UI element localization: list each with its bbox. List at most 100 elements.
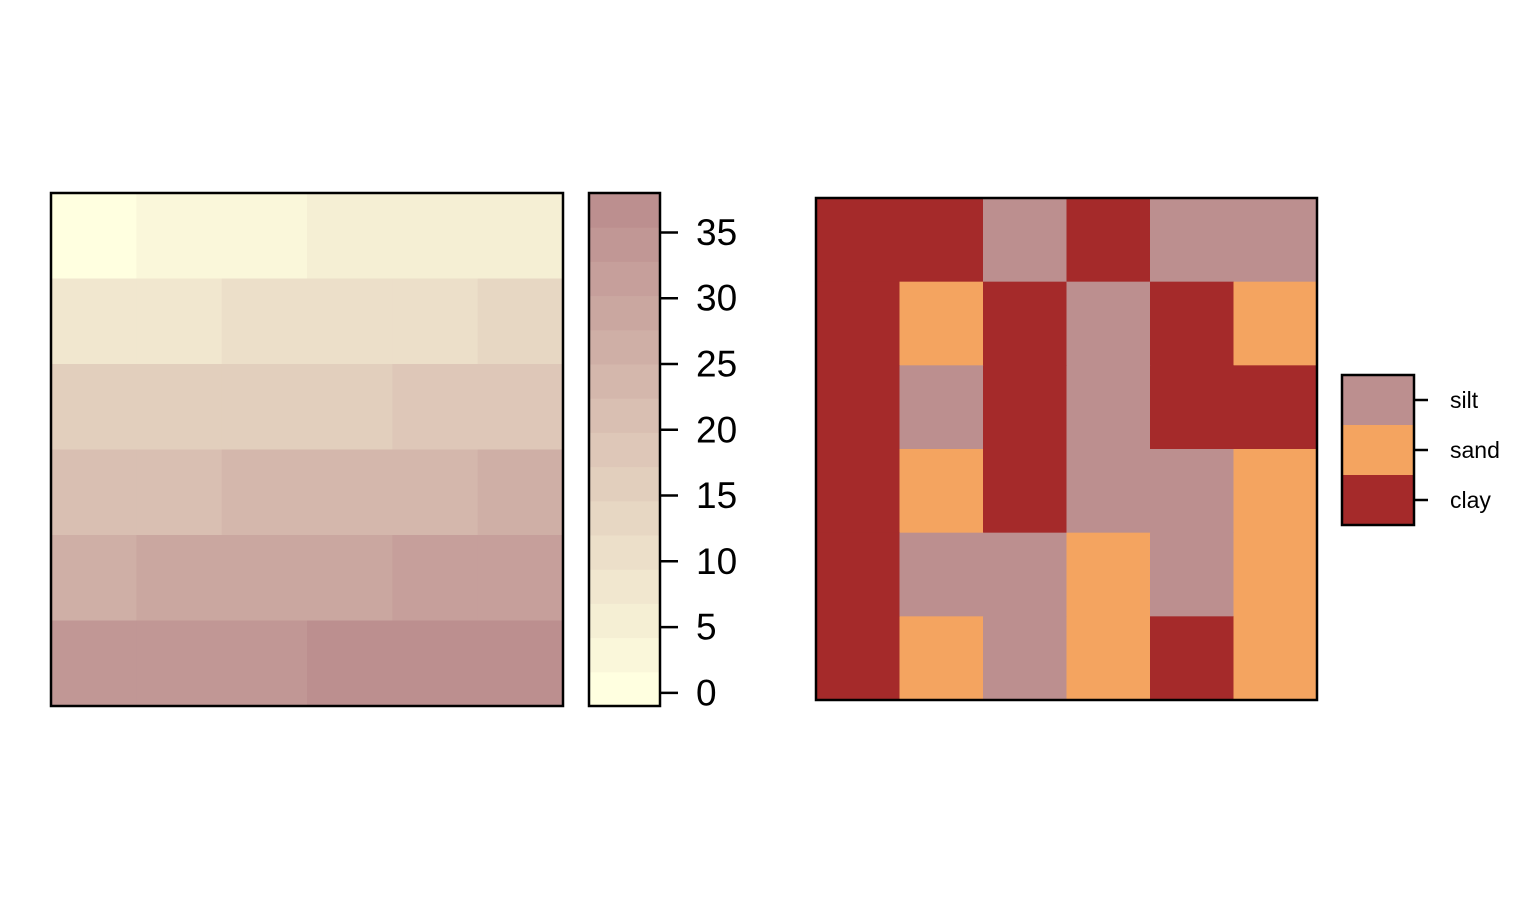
category-cell bbox=[983, 449, 1067, 534]
colorbar-bin bbox=[589, 603, 660, 639]
raster-cell bbox=[392, 620, 479, 707]
category-cell bbox=[899, 198, 984, 283]
raster-cell bbox=[136, 278, 223, 365]
category-cell bbox=[1150, 281, 1234, 366]
colorbar-tick-label: 30 bbox=[696, 278, 737, 319]
category-cell bbox=[1066, 365, 1151, 450]
legend-label-clay: clay bbox=[1450, 487, 1491, 513]
legend-border bbox=[1340, 373, 1416, 527]
legend-label-silt: silt bbox=[1450, 387, 1479, 413]
category-cell bbox=[1150, 532, 1234, 617]
category-cell bbox=[1066, 449, 1151, 534]
colorbar: 0 5 10 15 20 25 30 35 bbox=[587, 191, 737, 713]
colorbar-tick-label: 35 bbox=[696, 212, 737, 253]
colorbar-bin bbox=[589, 432, 660, 468]
colorbar-border bbox=[587, 191, 662, 708]
category-cell bbox=[983, 365, 1067, 450]
colorbar-bin bbox=[589, 500, 660, 536]
legend-swatch-sand bbox=[1342, 425, 1414, 475]
category-cell bbox=[1150, 198, 1234, 283]
category-cell bbox=[983, 532, 1067, 617]
raster-cell bbox=[51, 449, 137, 536]
colorbar-bin bbox=[589, 671, 660, 707]
raster-cell bbox=[221, 449, 308, 536]
raster-cell bbox=[51, 535, 137, 621]
raster-cell bbox=[221, 364, 308, 450]
raster-cell bbox=[136, 535, 223, 621]
category-cell bbox=[816, 449, 900, 534]
category-cell bbox=[816, 198, 900, 283]
category-cell bbox=[1066, 616, 1151, 701]
category-cell bbox=[1233, 365, 1318, 450]
category-cell bbox=[899, 616, 984, 701]
raster-cell bbox=[307, 449, 393, 536]
category-cell bbox=[1233, 532, 1318, 617]
raster-cell bbox=[307, 535, 393, 621]
raster-cell bbox=[221, 535, 308, 621]
raster-cell bbox=[477, 449, 564, 536]
colorbar-tick-label: 15 bbox=[696, 475, 737, 516]
raster-cell bbox=[307, 620, 393, 707]
raster-cell bbox=[307, 193, 393, 279]
category-cell bbox=[816, 616, 900, 701]
category-cell bbox=[983, 281, 1067, 366]
category-legend: silt sand clay bbox=[1340, 373, 1500, 527]
colorbar-bin bbox=[589, 466, 660, 502]
raster-cell bbox=[136, 193, 223, 279]
colorbar-bin bbox=[589, 364, 660, 399]
category-cell bbox=[1233, 198, 1318, 283]
raster-cell bbox=[307, 364, 393, 450]
colorbar-bin bbox=[589, 569, 660, 604]
raster-cell bbox=[392, 449, 479, 536]
colorbar-bin bbox=[589, 295, 660, 331]
colorbar-tick-label: 10 bbox=[696, 541, 737, 582]
category-cell bbox=[1150, 365, 1234, 450]
colorbar-tick-label: 25 bbox=[696, 344, 737, 385]
category-cell bbox=[983, 616, 1067, 701]
category-cell bbox=[899, 281, 984, 366]
category-cell bbox=[1233, 449, 1318, 534]
category-cell bbox=[816, 281, 900, 366]
category-cell bbox=[1150, 449, 1234, 534]
category-cell bbox=[983, 198, 1067, 283]
raster-cell bbox=[477, 278, 564, 365]
raster-cell bbox=[51, 193, 137, 279]
category-cell bbox=[1150, 616, 1234, 701]
category-cell bbox=[816, 365, 900, 450]
raster-cell bbox=[136, 449, 223, 536]
raster-cell bbox=[221, 278, 308, 365]
category-cell bbox=[1066, 532, 1151, 617]
category-cell bbox=[1066, 281, 1151, 366]
raster-cell bbox=[51, 364, 137, 450]
category-cell bbox=[816, 532, 900, 617]
colorbar-bin bbox=[589, 398, 660, 433]
legend-label-sand: sand bbox=[1450, 437, 1500, 463]
category-cell bbox=[1233, 281, 1318, 366]
legend-swatch-clay bbox=[1342, 475, 1414, 525]
raster-cell bbox=[221, 620, 308, 707]
raster-cell bbox=[307, 278, 393, 365]
colorbar-bin bbox=[589, 329, 660, 365]
raster-cell bbox=[477, 364, 564, 450]
colorbar-tick-label: 0 bbox=[696, 672, 717, 713]
raster-cell bbox=[477, 535, 564, 621]
colorbar-tick-label: 20 bbox=[696, 409, 737, 450]
category-cell bbox=[1233, 616, 1318, 701]
raster-cell bbox=[477, 193, 564, 279]
colorbar-bin bbox=[589, 535, 660, 570]
colorbar-bin bbox=[589, 637, 660, 673]
legend-swatch-silt bbox=[1342, 375, 1414, 425]
colorbar-bin bbox=[589, 261, 660, 297]
raster-cell bbox=[221, 193, 308, 279]
raster-cell bbox=[392, 278, 479, 365]
categorical-raster-panel bbox=[814, 196, 1319, 702]
raster-cell bbox=[136, 364, 223, 450]
raster-cell bbox=[51, 620, 137, 707]
continuous-raster-panel bbox=[49, 191, 565, 708]
raster-cell bbox=[136, 620, 223, 707]
category-cell bbox=[899, 365, 984, 450]
raster-cell bbox=[392, 193, 479, 279]
panel-border bbox=[49, 191, 565, 708]
raster-cell bbox=[51, 278, 137, 365]
colorbar-bin bbox=[589, 193, 660, 228]
